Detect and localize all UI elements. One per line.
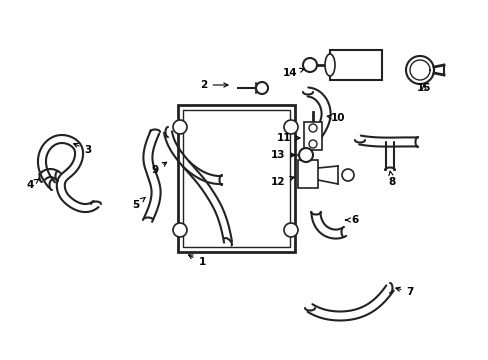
Bar <box>183 110 289 247</box>
Text: 10: 10 <box>326 113 345 123</box>
Circle shape <box>341 169 353 181</box>
Text: 3: 3 <box>74 143 91 155</box>
Circle shape <box>173 120 186 134</box>
Circle shape <box>256 82 267 94</box>
Circle shape <box>298 148 312 162</box>
Text: 14: 14 <box>282 68 304 78</box>
Circle shape <box>284 223 297 237</box>
Bar <box>297 160 317 188</box>
Text: 12: 12 <box>270 176 294 187</box>
Text: 7: 7 <box>395 287 413 297</box>
Circle shape <box>303 58 316 72</box>
Circle shape <box>308 124 316 132</box>
Circle shape <box>173 223 186 237</box>
Text: 11: 11 <box>276 133 299 143</box>
Text: 1: 1 <box>188 255 205 267</box>
Text: 6: 6 <box>345 215 358 225</box>
Bar <box>329 50 381 80</box>
Circle shape <box>284 120 297 134</box>
Text: 4: 4 <box>26 179 39 190</box>
Bar <box>178 105 294 252</box>
Text: 9: 9 <box>151 162 166 175</box>
Text: 15: 15 <box>416 83 430 93</box>
Bar <box>304 122 321 150</box>
Text: 2: 2 <box>200 80 227 90</box>
Text: 8: 8 <box>387 171 395 187</box>
Ellipse shape <box>325 54 334 76</box>
Text: 5: 5 <box>132 198 145 210</box>
Text: 13: 13 <box>270 150 294 160</box>
Circle shape <box>308 140 316 148</box>
